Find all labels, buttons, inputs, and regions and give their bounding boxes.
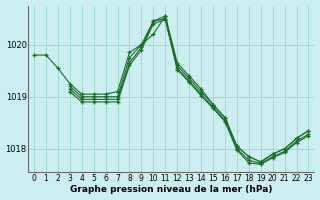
X-axis label: Graphe pression niveau de la mer (hPa): Graphe pression niveau de la mer (hPa) bbox=[70, 185, 273, 194]
